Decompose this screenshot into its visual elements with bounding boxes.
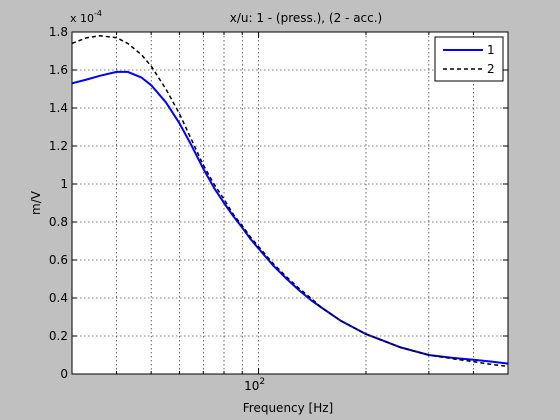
y-tick-label: 0.6 [49, 253, 68, 267]
x-axis-label: Frequency [Hz] [243, 401, 334, 415]
y-tick-label: 0 [60, 367, 68, 381]
legend: 1 2 [434, 36, 504, 82]
chart-title: x/u: 1 - (press.), (2 - acc.) [230, 11, 383, 25]
axes-frame [71, 31, 509, 375]
series-group [71, 35, 509, 368]
grid [72, 32, 508, 374]
y-tick-label: 1.2 [49, 139, 68, 153]
plot-area [72, 32, 508, 374]
y-tick-label: 1 [60, 177, 68, 191]
x-tick-label: 102 [244, 377, 265, 393]
y-exponent-label: x 10-4 [70, 9, 102, 25]
legend-label-series-1: 1 [487, 43, 495, 57]
x-tick-labels: 102 [244, 377, 265, 393]
y-tick-label: 0.4 [49, 291, 68, 305]
legend-box [434, 36, 504, 82]
y-axis-label: m/V [29, 190, 43, 215]
legend-label-series-2: 2 [487, 62, 495, 76]
y-tick-label: 0.2 [49, 329, 68, 343]
y-tick-labels: 0 0.2 0.4 0.6 0.8 1 1.2 1.4 1.6 1.8 [49, 25, 68, 381]
y-tick-label: 1.6 [49, 63, 68, 77]
y-tick-label: 1.8 [49, 25, 68, 39]
series-line-2 [71, 35, 509, 368]
y-tick-label: 0.8 [49, 215, 68, 229]
y-tick-label: 1.4 [49, 101, 68, 115]
